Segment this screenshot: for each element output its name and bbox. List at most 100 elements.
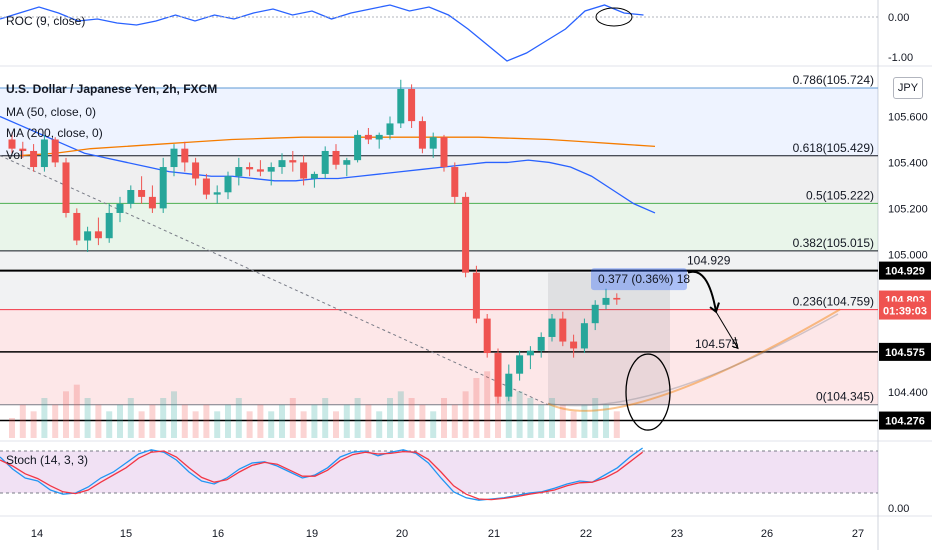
candle-body — [451, 167, 459, 197]
volume-bar — [160, 398, 167, 438]
ma200-legend: MA (200, close, 0) — [6, 126, 103, 140]
roc-highlight-ellipse — [595, 7, 633, 27]
candle-body — [526, 350, 534, 356]
volume-bar — [30, 411, 37, 438]
volume-bar — [19, 404, 26, 438]
price-tag — [879, 411, 931, 430]
candle-body — [397, 88, 405, 124]
candle-body — [213, 192, 221, 195]
x-tick-label: 22 — [580, 528, 592, 540]
volume-bar — [603, 404, 609, 438]
volume-bar — [430, 411, 437, 438]
currency-button[interactable]: JPY — [893, 77, 923, 99]
stoch-legend: Stoch (14, 3, 3) — [6, 453, 89, 467]
volume-bar — [354, 398, 361, 438]
volume-bar — [225, 404, 231, 438]
volume-bar — [95, 404, 102, 438]
annotation-104929: 104.929 — [687, 254, 731, 268]
volume-bar — [343, 404, 350, 438]
roc-tick-label: 0.00 — [888, 12, 909, 24]
candle-body — [408, 88, 416, 122]
candle-body — [559, 318, 567, 342]
candle-body — [580, 323, 588, 349]
price-tag — [879, 301, 931, 320]
volume-bar — [84, 398, 91, 438]
volume-bar — [149, 404, 156, 438]
candle-body — [51, 139, 59, 163]
volume-bar — [505, 384, 512, 438]
volume-bar — [527, 398, 534, 438]
measure-label: 0.377 (0.36%) 18 — [598, 272, 690, 286]
candle-body — [462, 196, 470, 273]
volume-bar — [106, 411, 113, 438]
candle-body — [30, 150, 38, 168]
volume-bar — [397, 391, 404, 438]
candle-body — [537, 336, 545, 351]
volume-bar — [181, 404, 188, 438]
chart-title: U.S. Dollar / Japanese Yen, 2h, FXCM — [6, 82, 218, 96]
candle-body — [548, 318, 556, 337]
volume-bar — [441, 398, 447, 438]
volume-bar — [235, 398, 242, 438]
candle-body — [105, 212, 113, 239]
volume-bar — [311, 404, 318, 438]
roc-tick-label: -1.00 — [888, 52, 913, 64]
volume-bar — [592, 398, 599, 438]
candle-body — [138, 190, 146, 197]
candle-body — [256, 169, 264, 172]
volume-bar — [516, 391, 523, 438]
volume-bar — [473, 378, 480, 438]
roc-pane-bg — [0, 0, 878, 66]
fib-zone-0.618 — [0, 155, 878, 204]
stoch-tick-label: 0.00 — [888, 503, 909, 515]
candle-body — [375, 134, 383, 140]
y-tick-label: 104.400 — [888, 387, 928, 399]
arrowhead — [731, 336, 739, 350]
candle-body — [267, 167, 275, 172]
x-tick-label: 20 — [396, 528, 408, 540]
drawn-arrow-curve — [687, 270, 717, 312]
candle-body — [235, 167, 243, 177]
candle-body — [332, 150, 340, 165]
candle-body — [613, 297, 621, 300]
fib-label-0: 0(104.345) — [816, 390, 874, 404]
candle-body — [40, 139, 48, 168]
x-tick-label: 16 — [212, 528, 224, 540]
fib-zone-0.5 — [0, 203, 878, 251]
volume-bar — [570, 411, 577, 438]
volume-bar — [52, 404, 59, 438]
volume-bar — [73, 384, 80, 438]
x-tick-label: 19 — [306, 528, 318, 540]
volume-bar — [365, 404, 372, 438]
y-tick-label: 105.000 — [888, 249, 928, 261]
stoch-d-line — [0, 450, 643, 501]
x-tick-label: 14 — [31, 528, 43, 540]
volume-bar — [257, 404, 264, 438]
volume-bar — [268, 411, 275, 438]
price-tag-label: 104.276 — [885, 416, 925, 428]
candle-body — [246, 167, 254, 170]
projection-arc — [547, 308, 841, 412]
volume-bar — [484, 371, 491, 438]
volume-bar — [333, 411, 339, 438]
candle-body — [73, 212, 81, 241]
candle-body — [159, 167, 167, 209]
candle-body — [202, 178, 210, 195]
annotation-104575: 104.575 — [695, 337, 739, 351]
candle-body — [343, 160, 351, 165]
volume-bar — [559, 404, 566, 438]
stoch-band — [0, 451, 878, 493]
fib-zone-0.382 — [0, 250, 878, 310]
candle-body — [19, 148, 27, 151]
projection-arc — [547, 313, 839, 407]
volume-bar — [289, 398, 296, 438]
x-tick-label: 27 — [852, 528, 864, 540]
candle-body — [386, 123, 394, 135]
volume-bar — [581, 404, 588, 438]
candle-body — [300, 162, 308, 179]
volume-bar — [376, 411, 383, 438]
candle-body — [321, 150, 329, 174]
volume-bar — [41, 398, 48, 438]
candle-body — [494, 353, 502, 397]
